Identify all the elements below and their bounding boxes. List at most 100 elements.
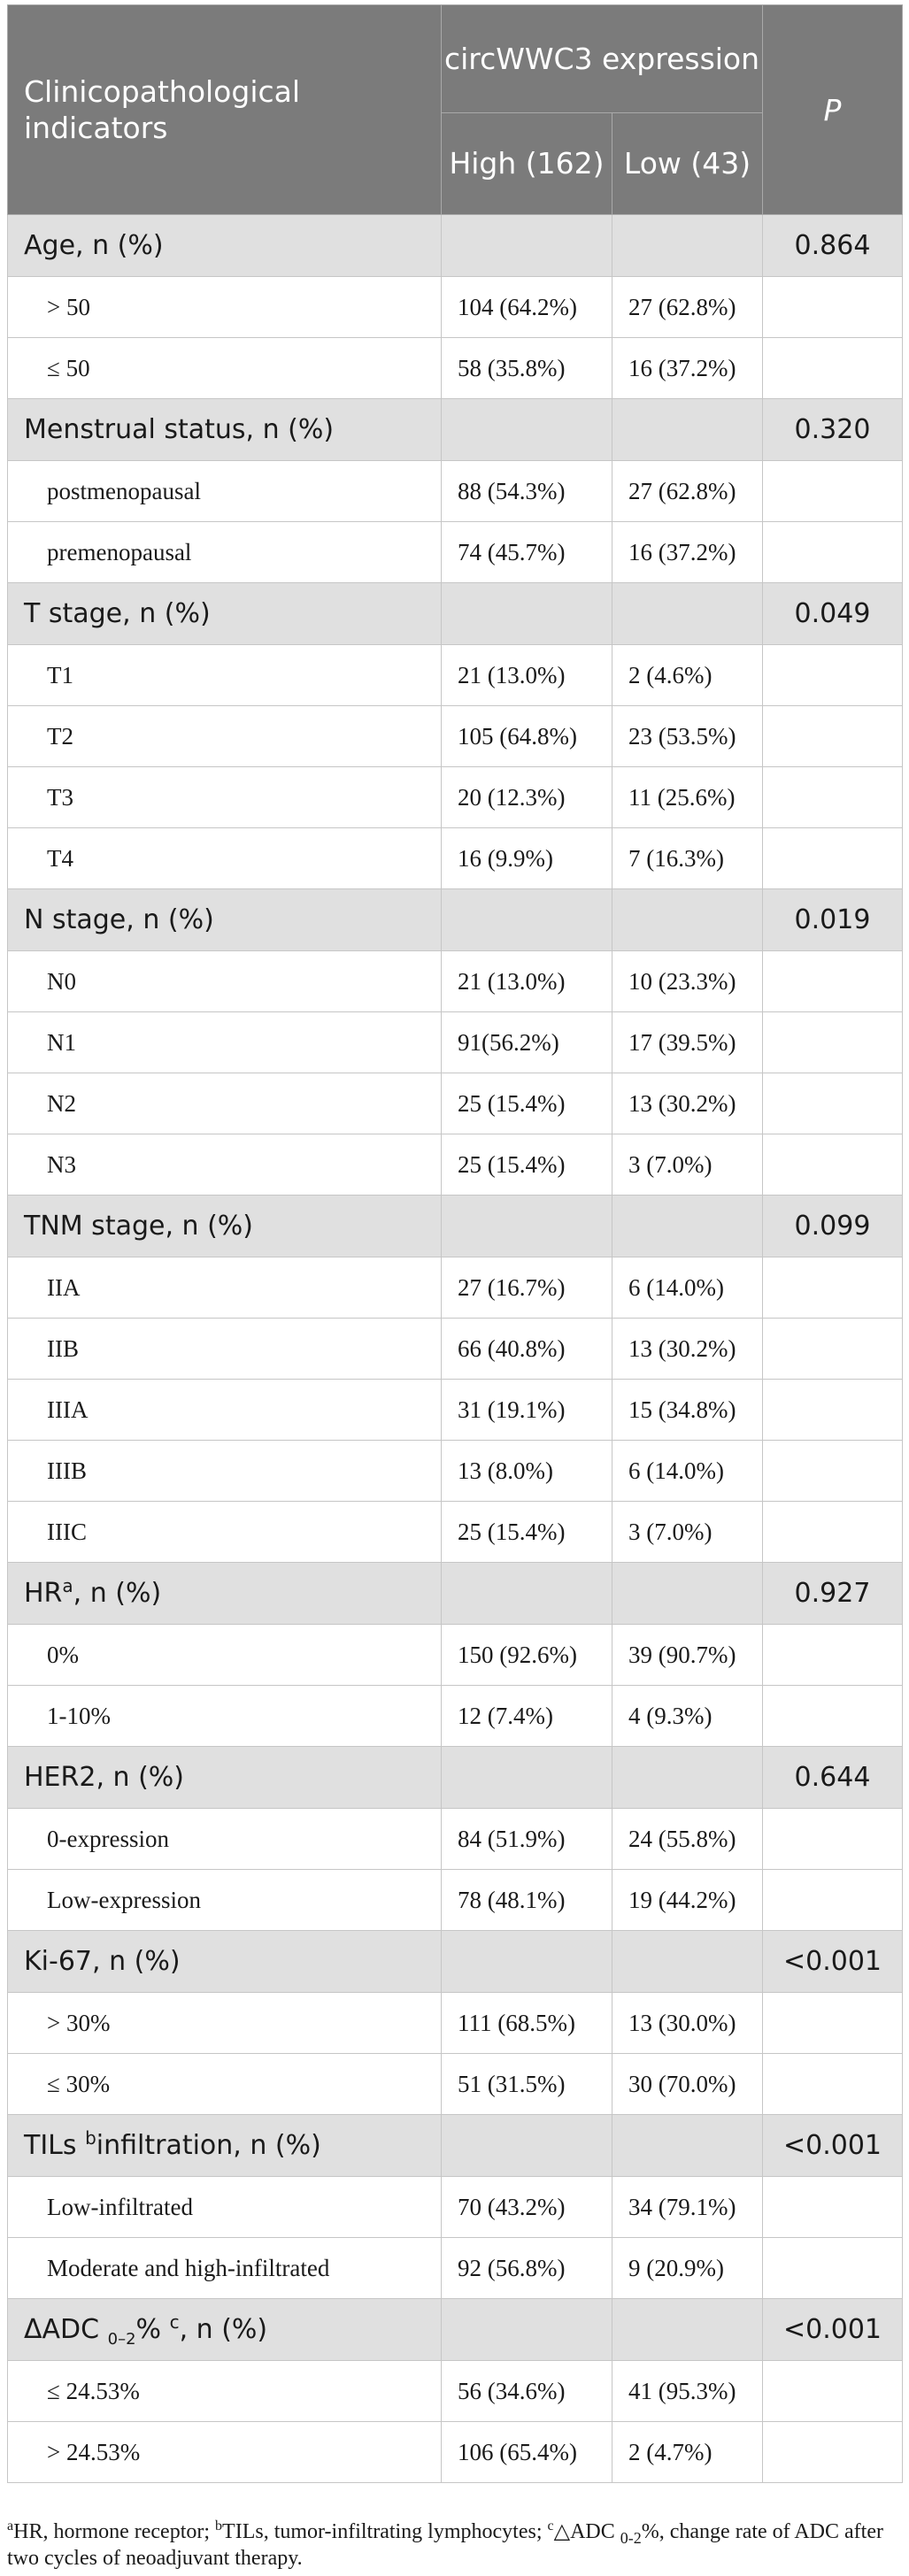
footnote-c-text: △ADC — [553, 2520, 620, 2543]
category-label-suffix: , n (%) — [73, 1578, 162, 1609]
table-row: T2 105 (64.8%) 23 (53.5%) — [7, 705, 903, 767]
category-low-cell — [612, 582, 763, 645]
low-value-cell: 4 (9.3%) — [612, 1685, 763, 1747]
footnote-a-text: HR, hormone receptor; — [13, 2520, 216, 2543]
p-value-cell: 0.644 — [762, 1746, 903, 1809]
p-empty-cell — [762, 1869, 903, 1931]
low-value-cell: 24 (55.8%) — [612, 1808, 763, 1870]
category-label: N stage, n (%) — [24, 904, 214, 935]
p-empty-cell — [762, 2237, 903, 2299]
high-value-cell: 58 (35.8%) — [441, 337, 612, 399]
table-row: IIA 27 (16.7%) 6 (14.0%) — [7, 1257, 903, 1319]
category-name-cell: Menstrual status, n (%) — [7, 398, 442, 461]
footnote-c-subscript: 0-2 — [620, 2528, 642, 2547]
category-high-cell — [441, 1562, 612, 1625]
p-empty-cell — [762, 1257, 903, 1319]
category-row: TILs binfiltration, n (%) <0.001 — [7, 2114, 903, 2177]
p-value-cell: 0.049 — [762, 582, 903, 645]
p-value-cell: 0.927 — [762, 1562, 903, 1625]
footnote-c-marker: c — [547, 2518, 554, 2534]
subgroup-label-cell: N1 — [7, 1011, 442, 1073]
table-row: IIIA 31 (19.1%) 15 (34.8%) — [7, 1379, 903, 1441]
table-row: > 30% 111 (68.5%) 13 (30.0%) — [7, 1992, 903, 2054]
subgroup-label-cell: T1 — [7, 644, 442, 706]
category-label: ΔADC — [24, 2314, 108, 2345]
p-empty-cell — [762, 766, 903, 828]
clinicopathological-table: Clinicopathological indicators circWWC3 … — [7, 4, 903, 2483]
table-row: T4 16 (9.9%) 7 (16.3%) — [7, 827, 903, 889]
header-p-value: P — [762, 4, 903, 215]
table-row: 0% 150 (92.6%) 39 (90.7%) — [7, 1624, 903, 1686]
subgroup-label-cell: 0% — [7, 1624, 442, 1686]
p-empty-cell — [762, 2176, 903, 2238]
table-row: premenopausal 74 (45.7%) 16 (37.2%) — [7, 521, 903, 583]
subgroup-label-cell: 1-10% — [7, 1685, 442, 1747]
category-low-cell — [612, 1562, 763, 1625]
p-value-cell: 0.099 — [762, 1195, 903, 1257]
category-name-cell: T stage, n (%) — [7, 582, 442, 645]
table-row: ≤ 24.53% 56 (34.6%) 41 (95.3%) — [7, 2360, 903, 2422]
category-row: N stage, n (%) 0.019 — [7, 888, 903, 951]
category-label: Ki-67, n (%) — [24, 1946, 181, 1977]
clinicopathological-table-container: Clinicopathological indicators circWWC3 … — [7, 4, 903, 2483]
header-high: High (162) — [441, 111, 612, 215]
category-label-superscript: c — [169, 2311, 180, 2333]
high-value-cell: 16 (9.9%) — [441, 827, 612, 889]
p-empty-cell — [762, 2053, 903, 2115]
high-value-cell: 74 (45.7%) — [441, 521, 612, 583]
subgroup-label-cell: Low-infiltrated — [7, 2176, 442, 2238]
category-high-cell — [441, 398, 612, 461]
category-name-cell: Age, n (%) — [7, 214, 442, 277]
subgroup-label-cell: IIIA — [7, 1379, 442, 1441]
category-high-cell — [441, 582, 612, 645]
high-value-cell: 88 (54.3%) — [441, 460, 612, 522]
category-high-cell — [441, 1746, 612, 1809]
p-value-cell: <0.001 — [762, 1930, 903, 1993]
subgroup-label-cell: ≤ 50 — [7, 337, 442, 399]
table-row: Moderate and high-infiltrated 92 (56.8%) 9… — [7, 2237, 903, 2299]
category-label-superscript: b — [85, 2127, 96, 2149]
header-indicators: Clinicopathological indicators — [7, 4, 442, 215]
low-value-cell: 16 (37.2%) — [612, 521, 763, 583]
category-name-cell: HER2, n (%) — [7, 1746, 442, 1809]
footnote-b-marker: b — [215, 2518, 223, 2534]
high-value-cell: 20 (12.3%) — [441, 766, 612, 828]
table-row: N2 25 (15.4%) 13 (30.2%) — [7, 1073, 903, 1134]
category-label: TNM stage, n (%) — [24, 1211, 253, 1242]
low-value-cell: 9 (20.9%) — [612, 2237, 763, 2299]
high-value-cell: 78 (48.1%) — [441, 1869, 612, 1931]
category-label-percent: % — [135, 2314, 170, 2345]
subgroup-label-cell: ≤ 24.53% — [7, 2360, 442, 2422]
low-value-cell: 13 (30.2%) — [612, 1073, 763, 1134]
category-label-superscript: a — [62, 1575, 73, 1596]
subgroup-label-cell: postmenopausal — [7, 460, 442, 522]
low-value-cell: 13 (30.2%) — [612, 1318, 763, 1380]
p-value-cell: 0.320 — [762, 398, 903, 461]
subgroup-label-cell: ≤ 30% — [7, 2053, 442, 2115]
high-value-cell: 104 (64.2%) — [441, 276, 612, 338]
high-value-cell: 111 (68.5%) — [441, 1992, 612, 2054]
table-row: N1 91(56.2%) 17 (39.5%) — [7, 1011, 903, 1073]
subgroup-label-cell: IIIC — [7, 1501, 442, 1563]
low-value-cell: 27 (62.8%) — [612, 276, 763, 338]
low-value-cell: 17 (39.5%) — [612, 1011, 763, 1073]
p-empty-cell — [762, 1379, 903, 1441]
category-label: TILs — [24, 2130, 86, 2161]
low-value-cell: 7 (16.3%) — [612, 827, 763, 889]
subgroup-label-cell: > 30% — [7, 1992, 442, 2054]
category-name-cell: HRa, n (%) — [7, 1562, 442, 1625]
category-row: HRa, n (%) 0.927 — [7, 1562, 903, 1625]
table-row: N3 25 (15.4%) 3 (7.0%) — [7, 1134, 903, 1196]
subgroup-label-cell: IIB — [7, 1318, 442, 1380]
category-label: Menstrual status, n (%) — [24, 414, 335, 445]
low-value-cell: 2 (4.6%) — [612, 644, 763, 706]
table-row: T1 21 (13.0%) 2 (4.6%) — [7, 644, 903, 706]
table-row: Low-expression 78 (48.1%) 19 (44.2%) — [7, 1869, 903, 1931]
table-row: ≤ 30% 51 (31.5%) 30 (70.0%) — [7, 2053, 903, 2115]
header-low: Low (43) — [612, 111, 763, 215]
subgroup-label-cell: IIIB — [7, 1440, 442, 1502]
high-value-cell: 21 (13.0%) — [441, 950, 612, 1012]
category-name-cell: TNM stage, n (%) — [7, 1195, 442, 1257]
category-name-cell: N stage, n (%) — [7, 888, 442, 951]
high-value-cell: 25 (15.4%) — [441, 1501, 612, 1563]
